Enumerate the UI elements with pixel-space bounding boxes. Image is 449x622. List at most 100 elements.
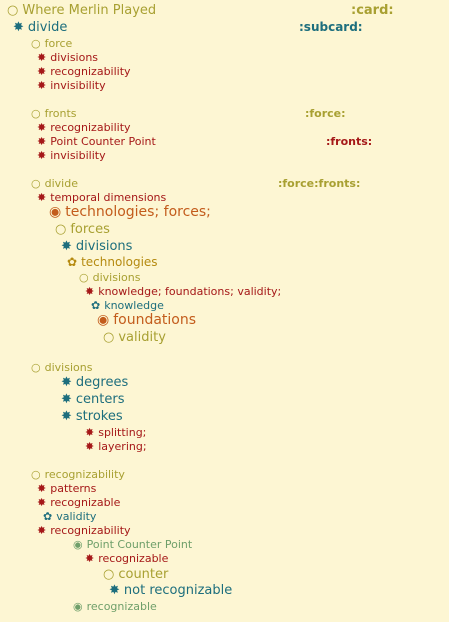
list-item[interactable]: ✿ knowledge	[91, 300, 164, 311]
list-item[interactable]: ✿ validity	[43, 511, 96, 522]
list-item[interactable]: ✸ temporal dimensions	[37, 192, 166, 203]
list-item-text: technologies; forces;	[65, 204, 211, 220]
list-item[interactable]: ○ validity	[103, 331, 166, 344]
list-item-text: centers	[75, 392, 125, 407]
circle-outline-icon: ○	[31, 107, 41, 120]
flower-icon: ✿	[91, 299, 101, 312]
circle-outline-icon: ○	[7, 3, 19, 18]
list-item[interactable]: ✿ technologies	[67, 256, 158, 268]
list-item[interactable]: ✸ divisions	[61, 240, 132, 253]
list-item[interactable]: ✸ strokes	[61, 410, 123, 423]
list-item-text: divisions	[92, 271, 141, 284]
fronts-tag: :force:	[305, 107, 346, 120]
asterisk-star-icon: ✸	[85, 285, 95, 298]
recognizability-heading-text: recognizability	[44, 468, 125, 481]
list-item[interactable]: ◉ Point Counter Point	[73, 539, 192, 550]
bullseye-icon: ◉	[73, 600, 83, 613]
list-item[interactable]: ✸ not recognizable	[109, 584, 232, 597]
list-item[interactable]: ✸ recognizability	[37, 122, 131, 133]
asterisk-star-icon: ✸	[37, 149, 47, 162]
list-item-text: recognizable	[98, 552, 169, 565]
asterisk-star-icon: ✸	[37, 65, 47, 78]
card-tag: :card:	[351, 3, 394, 18]
circle-outline-icon: ○	[79, 271, 89, 284]
list-item[interactable]: ✸ centers	[61, 393, 125, 406]
flower-icon: ✿	[43, 510, 53, 523]
subcard-tag: :subcard:	[299, 20, 363, 34]
list-item-text: not recognizable	[123, 583, 233, 598]
list-item[interactable]: ✸ Point Counter Point	[37, 136, 156, 147]
list-item[interactable]: ✸ invisibility	[37, 150, 106, 161]
list-item-text: recognizability	[50, 65, 131, 78]
card-title[interactable]: ○ Where Merlin Played	[7, 4, 156, 17]
list-item-text: invisibility	[50, 149, 106, 162]
list-item-text: Point Counter Point	[86, 538, 193, 551]
list-item[interactable]: ◉ recognizable	[73, 601, 157, 612]
list-item-text: patterns	[50, 482, 97, 495]
fronts-heading[interactable]: ○ fronts	[31, 108, 77, 119]
fronts-heading-text: fronts	[44, 107, 77, 120]
circle-outline-icon: ○	[31, 468, 41, 481]
asterisk-star-icon: ✸	[37, 51, 47, 64]
asterisk-star-icon: ✸	[37, 135, 47, 148]
list-item-text: forces	[70, 222, 110, 237]
circle-outline-icon: ○	[55, 222, 67, 237]
list-item-text: temporal dimensions	[50, 191, 167, 204]
list-item[interactable]: ○ divisions	[79, 272, 140, 283]
bullseye-icon: ◉	[97, 312, 110, 328]
list-item[interactable]: ✸ invisibility	[37, 80, 106, 91]
list-item[interactable]: ✸ degrees	[61, 376, 128, 389]
asterisk-star-icon: ✸	[37, 191, 47, 204]
list-item-text: splitting;	[98, 426, 147, 439]
list-item[interactable]: ○ counter	[103, 568, 168, 581]
list-item[interactable]: ◉ technologies; forces;	[49, 205, 211, 219]
list-item[interactable]: ✸ splitting;	[85, 427, 146, 438]
fronts-item-tag: :fronts:	[326, 135, 373, 148]
list-item-text: recognizability	[50, 524, 131, 537]
list-item[interactable]: ✸ patterns	[37, 483, 96, 494]
asterisk-star-icon: ✸	[85, 552, 95, 565]
list-item[interactable]: ✸ recognizability	[37, 66, 131, 77]
list-item-text: validity	[118, 330, 166, 345]
recognizability-heading[interactable]: ○ recognizability	[31, 469, 125, 480]
list-item[interactable]: ○ forces	[55, 223, 110, 236]
list-item[interactable]: ◉ foundations	[97, 313, 196, 327]
circle-outline-icon: ○	[103, 330, 115, 345]
asterisk-star-icon: ✸	[37, 524, 47, 537]
asterisk-star-icon: ✸	[61, 392, 72, 407]
list-item-text: technologies	[81, 255, 158, 269]
list-item[interactable]: ✸ recognizability	[37, 525, 131, 536]
asterisk-star-icon: ✸	[85, 440, 95, 453]
divisions-heading[interactable]: ○ divisions	[31, 362, 92, 373]
asterisk-star-icon: ✸	[13, 20, 24, 35]
circle-outline-icon: ○	[31, 177, 41, 190]
list-item-text: counter	[118, 567, 169, 582]
subcard-heading-text: divide	[27, 20, 68, 35]
list-item[interactable]: ✸ recognizable	[37, 497, 120, 508]
circle-outline-icon: ○	[103, 567, 115, 582]
force-heading-text: force	[44, 37, 73, 50]
list-item[interactable]: ✸ recognizable	[85, 553, 168, 564]
list-item-text: divisions	[50, 51, 99, 64]
list-item[interactable]: ✸ layering;	[85, 441, 147, 452]
bullseye-icon: ◉	[73, 538, 83, 551]
circle-outline-icon: ○	[31, 361, 41, 374]
list-item-text: strokes	[75, 409, 123, 424]
force-heading[interactable]: ○ force	[31, 38, 72, 49]
list-item[interactable]: ✸ divisions	[37, 52, 98, 63]
asterisk-star-icon: ✸	[37, 482, 47, 495]
list-item-text: Point Counter Point	[50, 135, 156, 148]
asterisk-star-icon: ✸	[37, 121, 47, 134]
circle-outline-icon: ○	[31, 37, 41, 50]
divide-heading[interactable]: ○ divide	[31, 178, 78, 189]
bullseye-icon: ◉	[49, 204, 62, 220]
list-item-text: knowledge	[104, 299, 164, 312]
list-item-text: layering;	[98, 440, 147, 453]
subcard-heading[interactable]: ✸ divide	[13, 21, 67, 34]
list-item-text: divisions	[75, 239, 133, 254]
list-item[interactable]: ✸ knowledge; foundations; validity;	[85, 286, 281, 297]
asterisk-star-icon: ✸	[61, 375, 72, 390]
card-title-text: Where Merlin Played	[22, 3, 157, 18]
divisions-heading-text: divisions	[44, 361, 93, 374]
list-item-text: knowledge; foundations; validity;	[98, 285, 282, 298]
